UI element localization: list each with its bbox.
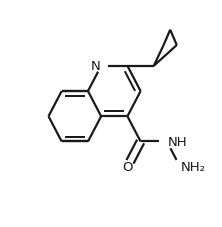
Text: NH₂: NH₂: [181, 160, 206, 173]
Text: O: O: [122, 160, 133, 173]
Text: NH: NH: [168, 135, 188, 148]
Text: N: N: [90, 60, 100, 73]
